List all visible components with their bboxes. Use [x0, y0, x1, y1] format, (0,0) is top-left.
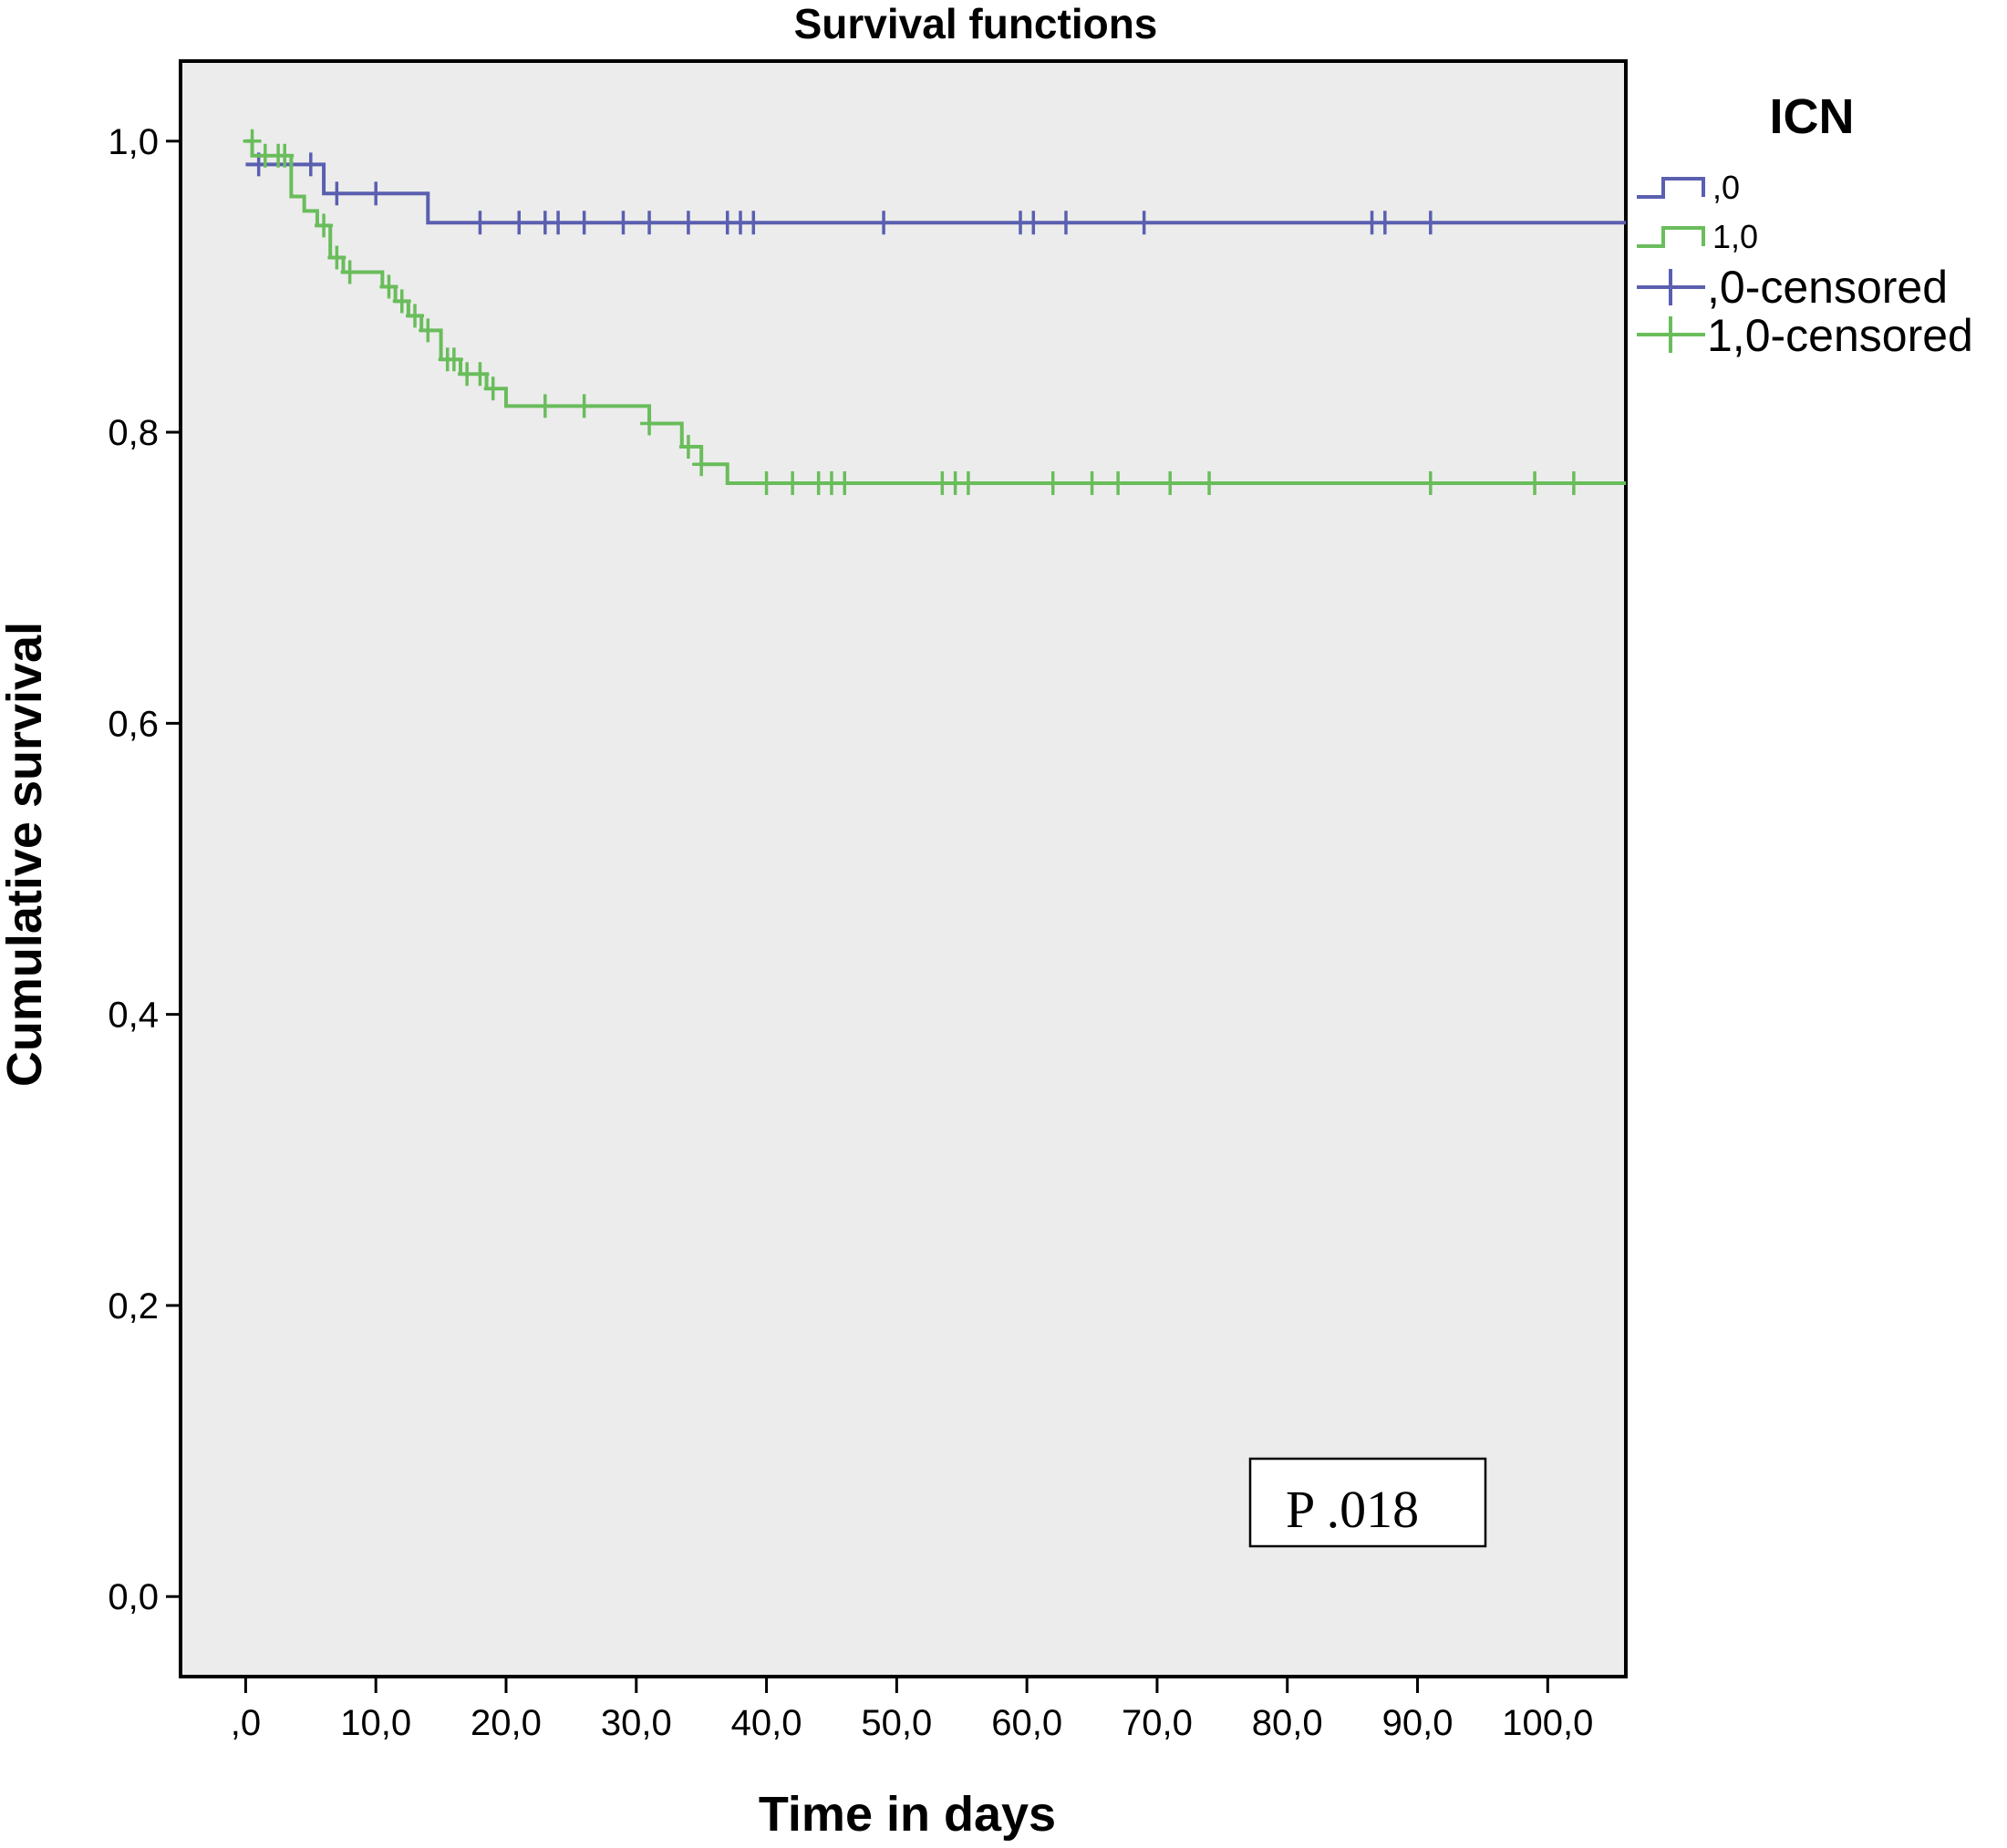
y-tick-label: 0,6	[108, 704, 159, 744]
p-value-box	[1248, 1457, 1487, 1548]
censor-mark-group1	[835, 470, 854, 495]
censor-mark-group1	[419, 318, 438, 343]
censor-mark-group1	[1200, 470, 1219, 495]
censor-mark-group0	[549, 211, 568, 235]
y-tick-label: 0,0	[108, 1577, 159, 1617]
censor-mark-group1	[340, 260, 359, 284]
legend-item-group0: ,0	[1637, 169, 1740, 206]
censor-mark-group1	[535, 394, 554, 418]
censor-mark-group1	[574, 394, 594, 418]
censor-mark-group0	[678, 211, 698, 235]
censor-mark-group1	[1564, 470, 1583, 495]
legend-label-group0: ,0	[1712, 169, 1740, 206]
y-tick-label: 0,4	[108, 996, 159, 1036]
censor-mark-group0	[1024, 211, 1043, 235]
censor-mark-group0	[510, 211, 529, 235]
censor-mark-group0	[1056, 211, 1075, 235]
legend-step-icon-group0	[1637, 177, 1705, 199]
x-tick-label: 90,0	[1382, 1703, 1454, 1743]
censor-mark-group0	[1421, 211, 1440, 235]
legend: ICN ,0 1,0 ,0-censored 1,0-censored	[1637, 89, 1973, 361]
censor-mark-group1	[483, 377, 502, 401]
legend-title: ICN	[1770, 89, 1855, 144]
x-tick-label: 30,0	[601, 1703, 672, 1743]
censor-mark-group0	[301, 152, 320, 177]
censor-mark-group1	[392, 289, 411, 314]
censor-mark-group1	[315, 213, 334, 238]
censor-mark-group1	[757, 470, 776, 495]
y-tick-label: 0,8	[108, 413, 159, 453]
legend-item-group1-censored: 1,0-censored	[1637, 310, 1973, 361]
x-tick-label: ,0	[231, 1703, 261, 1743]
x-tick-label: 100,0	[1502, 1703, 1593, 1743]
legend-label-group1: 1,0	[1712, 218, 1758, 255]
p-value-annotation: P .018	[1248, 1457, 1487, 1548]
censor-mark-group0	[1375, 211, 1394, 235]
censor-mark-group0	[614, 211, 633, 235]
x-tick-label: 70,0	[1122, 1703, 1193, 1743]
y-axis-title: Cumulative survival	[0, 622, 52, 1087]
censor-mark-group1	[692, 452, 711, 477]
censor-mark-group1	[640, 411, 659, 436]
x-axis-title: Time in days	[759, 1787, 1056, 1842]
censor-mark-group1	[1043, 470, 1062, 495]
censor-mark-group1	[471, 362, 490, 387]
series-group0	[245, 152, 1626, 235]
censor-mark-group0	[471, 211, 490, 235]
censor-mark-group0	[367, 181, 386, 206]
y-axis: 0,0 0,2 0,4 0,6 0,8 1,0	[108, 122, 181, 1617]
x-tick-label: 50,0	[861, 1703, 932, 1743]
censor-mark-group0	[574, 211, 594, 235]
y-tick-label: 0,2	[108, 1286, 159, 1327]
x-tick-label: 60,0	[991, 1703, 1062, 1743]
x-axis: ,0 10,0 20,0 30,0 40,0 50,0 60,0 70,0 80,0 90,0 10…	[231, 1677, 1593, 1743]
censor-mark-group0	[744, 211, 763, 235]
censor-mark-group0	[640, 211, 659, 235]
censor-mark-group1	[327, 245, 347, 270]
y-tick-label: 1,0	[108, 122, 159, 162]
series-layer	[243, 129, 1626, 495]
x-tick-label: 20,0	[471, 1703, 542, 1743]
censor-mark-group1	[406, 304, 425, 328]
censor-mark-group1	[1109, 470, 1128, 495]
censor-mark-group1	[444, 347, 463, 372]
censor-mark-group1	[243, 129, 262, 153]
chart-title: Survival functions	[794, 0, 1158, 47]
censor-mark-group1	[958, 470, 978, 495]
legend-label-group1-censored: 1,0-censored	[1707, 310, 1973, 361]
x-tick-label: 40,0	[731, 1703, 802, 1743]
censor-mark-group1	[678, 435, 698, 459]
censor-mark-group1	[275, 143, 295, 168]
x-tick-label: 10,0	[340, 1703, 411, 1743]
legend-item-group1: 1,0	[1637, 218, 1758, 255]
censor-mark-group1	[1161, 470, 1180, 495]
legend-item-group0-censored: ,0-censored	[1637, 262, 1948, 313]
plot-area	[179, 59, 1628, 1678]
series-group1	[243, 129, 1626, 495]
p-value-text: P .018	[1286, 1480, 1419, 1539]
censor-mark-group1	[783, 470, 802, 495]
censor-mark-group1	[379, 274, 398, 299]
censor-mark-group0	[1134, 211, 1154, 235]
censor-mark-group1	[1082, 470, 1102, 495]
censor-mark-group0	[874, 211, 894, 235]
censor-mark-group0	[327, 181, 347, 206]
censor-mark-group1	[1421, 470, 1440, 495]
legend-step-icon-group1	[1637, 226, 1705, 248]
censor-mark-group1	[1526, 470, 1545, 495]
legend-label-group0-censored: ,0-censored	[1707, 262, 1948, 313]
x-tick-label: 80,0	[1252, 1703, 1323, 1743]
